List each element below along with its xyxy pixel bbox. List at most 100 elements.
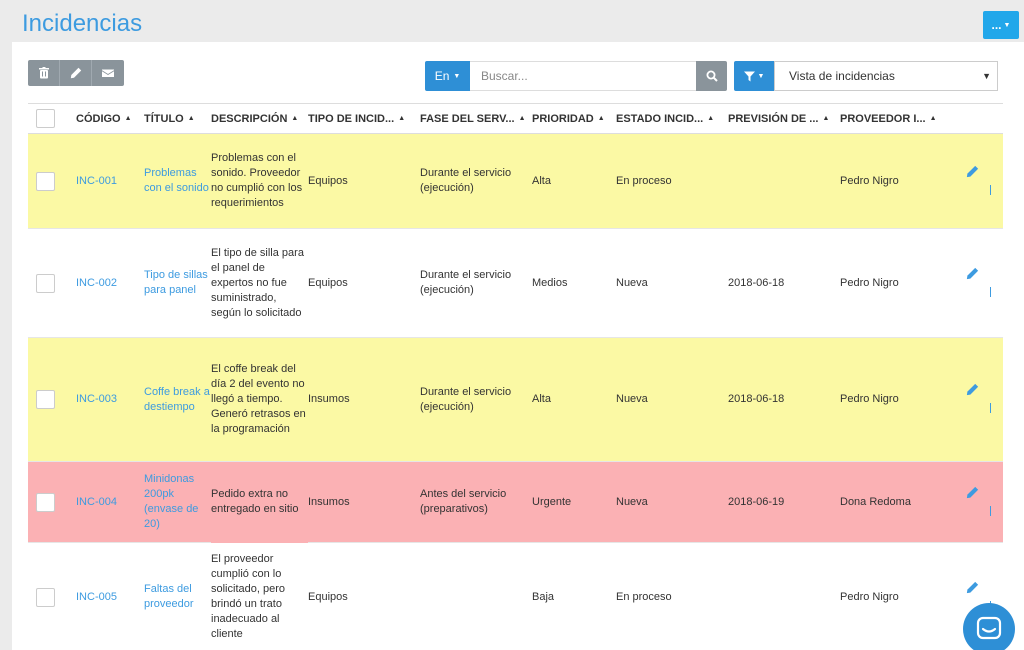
row-type: Insumos: [308, 461, 420, 543]
search-scope-dropdown[interactable]: En ▼: [425, 61, 470, 91]
filter-button[interactable]: ▼: [734, 61, 774, 91]
row-code-link[interactable]: INC-001: [76, 133, 144, 229]
column-header[interactable]: FASE DEL SERV... ▲: [420, 103, 532, 134]
more-label: ...: [991, 18, 1002, 32]
row-checkbox[interactable]: [36, 171, 55, 191]
row-code-link[interactable]: INC-004: [76, 461, 144, 543]
column-header[interactable]: TIPO DE INCID... ▲: [308, 103, 420, 134]
select-all-checkbox[interactable]: [36, 109, 55, 128]
row-extra-action[interactable]: [990, 286, 991, 297]
search-icon: [706, 70, 718, 82]
column-header[interactable]: PREVISIÓN DE ... ▲: [728, 103, 840, 134]
sort-up-icon: ▲: [187, 114, 195, 122]
row-forecast: 2018-06-18: [728, 337, 840, 462]
row-phase: Antes del servicio (preparativos): [420, 461, 532, 543]
chat-icon: [976, 616, 1002, 640]
view-select[interactable]: Vista de incidencias ▼: [774, 61, 998, 91]
pencil-icon: [966, 165, 979, 177]
row-checkbox[interactable]: [36, 492, 55, 512]
search-scope-label: En: [434, 69, 450, 83]
row-phase: Durante el servicio (ejecución): [420, 228, 532, 338]
row-code-link[interactable]: INC-002: [76, 228, 144, 338]
left-edge: [0, 42, 12, 650]
row-edit-button[interactable]: [966, 581, 979, 597]
edit-button[interactable]: [60, 60, 92, 86]
envelope-icon: [102, 69, 114, 77]
table-row[interactable]: INC-002 Tipo de sillas para panel El tip…: [28, 228, 1003, 338]
row-priority: Urgente: [532, 461, 616, 543]
sort-up-icon: ▲: [291, 114, 299, 122]
row-phase: Durante el servicio (ejecución): [420, 133, 532, 229]
more-options-button[interactable]: ... ▼: [983, 11, 1019, 39]
column-header[interactable]: CÓDIGO ▲: [76, 103, 144, 134]
row-phase: [420, 542, 532, 650]
row-title-link[interactable]: Problemas con el sonido: [144, 133, 211, 229]
delete-button[interactable]: [28, 60, 60, 86]
row-title-link[interactable]: Minidonas 200pk (envase de 20): [144, 461, 211, 543]
row-type: Equipos: [308, 228, 420, 338]
row-status: En proceso: [616, 133, 728, 229]
column-header[interactable]: PROVEEDOR I... ▲: [840, 103, 956, 134]
row-description: Problemas con el sonido. Proveedor no cu…: [211, 133, 308, 229]
row-type: Equipos: [308, 133, 420, 229]
email-button[interactable]: [92, 60, 124, 86]
row-code-link[interactable]: INC-003: [76, 337, 144, 462]
row-title-link[interactable]: Tipo de sillas para panel: [144, 228, 211, 338]
row-description: Pedido extra no entregado en sitio: [211, 461, 308, 543]
row-status: Nueva: [616, 337, 728, 462]
row-checkbox[interactable]: [36, 390, 55, 409]
sort-up-icon: ▲: [707, 114, 715, 122]
row-checkbox[interactable]: [36, 273, 55, 293]
view-select-value: Vista de incidencias: [789, 69, 895, 83]
row-priority: Medios: [532, 228, 616, 338]
table-row[interactable]: INC-004 Minidonas 200pk (envase de 20) P…: [28, 461, 1003, 543]
incidents-table: CÓDIGO ▲ TÍTULO ▲ DESCRIPCIÓN ▲ TIPO DE INC…: [28, 103, 1003, 650]
row-extra-action[interactable]: [990, 505, 991, 516]
row-edit-button[interactable]: [966, 486, 979, 502]
row-provider: Pedro Nigro: [840, 228, 956, 338]
sort-up-icon: ▲: [398, 114, 406, 122]
table-row[interactable]: INC-001 Problemas con el sonido Problema…: [28, 133, 1003, 229]
column-header[interactable]: DESCRIPCIÓN ▲: [211, 103, 308, 134]
row-type: Equipos: [308, 542, 420, 650]
row-title-link[interactable]: Faltas del proveedor: [144, 542, 211, 650]
column-header[interactable]: ESTADO INCID... ▲: [616, 103, 728, 134]
row-type: Insumos: [308, 337, 420, 462]
search-bar: En ▼: [425, 61, 727, 91]
row-priority: Alta: [532, 337, 616, 462]
row-status: Nueva: [616, 228, 728, 338]
search-input[interactable]: [470, 61, 696, 91]
row-extra-action[interactable]: [990, 403, 991, 414]
row-extra-action[interactable]: [990, 184, 991, 195]
caret-down-icon: ▼: [982, 71, 991, 81]
trash-icon: [38, 67, 49, 79]
pencil-icon: [966, 581, 979, 593]
sort-up-icon: ▲: [597, 114, 605, 122]
row-description: El proveedor cumplió con lo solicitado, …: [211, 542, 308, 650]
row-provider: Pedro Nigro: [840, 542, 956, 650]
sort-up-icon: ▲: [518, 114, 526, 122]
column-header[interactable]: TÍTULO ▲: [144, 103, 211, 134]
row-checkbox[interactable]: [36, 587, 55, 607]
row-title-link[interactable]: Coffe break a destiempo: [144, 337, 211, 462]
column-header[interactable]: PRIORIDAD ▲: [532, 103, 616, 134]
table-header-row: CÓDIGO ▲ TÍTULO ▲ DESCRIPCIÓN ▲ TIPO DE INC…: [28, 103, 1003, 134]
row-forecast: 2018-06-19: [728, 461, 840, 543]
row-code-link[interactable]: INC-005: [76, 542, 144, 650]
search-button[interactable]: [696, 61, 727, 91]
chat-widget-button[interactable]: [963, 603, 1015, 650]
page-title: Incidencias: [22, 10, 143, 37]
row-priority: Alta: [532, 133, 616, 229]
pencil-icon: [966, 267, 979, 279]
row-status: Nueva: [616, 461, 728, 543]
table-row[interactable]: INC-003 Coffe break a destiempo El coffe…: [28, 337, 1003, 462]
row-phase: Durante el servicio (ejecución): [420, 337, 532, 462]
row-provider: Pedro Nigro: [840, 133, 956, 229]
caret-down-icon: ▼: [1003, 21, 1011, 29]
row-edit-button[interactable]: [966, 383, 979, 399]
caret-down-icon: ▼: [757, 72, 765, 80]
pencil-icon: [966, 383, 979, 396]
table-row[interactable]: INC-005 Faltas del proveedor El proveedo…: [28, 542, 1003, 650]
row-edit-button[interactable]: [966, 165, 979, 181]
row-edit-button[interactable]: [966, 267, 979, 283]
